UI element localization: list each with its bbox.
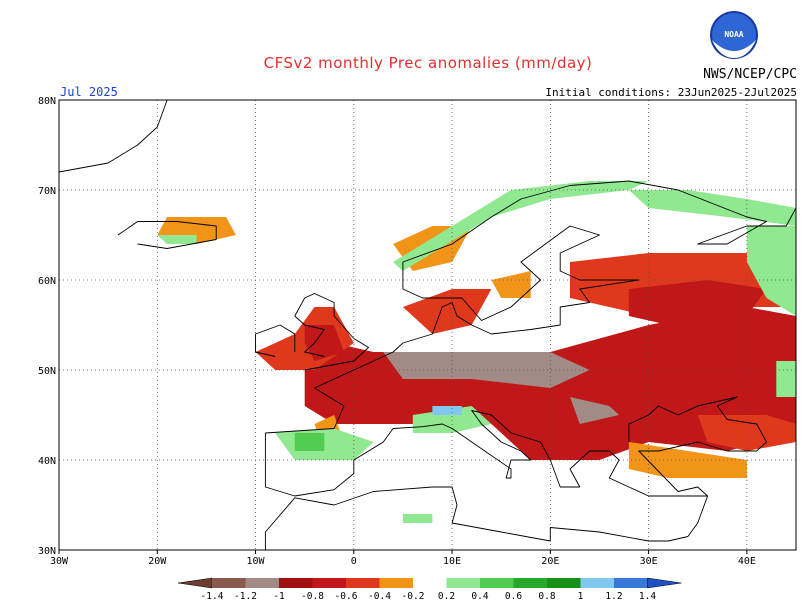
- colorbar-segment: [413, 578, 447, 588]
- anomaly-region-15: [628, 190, 796, 226]
- colorbar-label: -0.2: [402, 591, 425, 602]
- lat-label: 70N: [38, 186, 56, 197]
- colorbar-label: 1: [578, 591, 584, 602]
- latitude-labels: 80N 70N 60N 50N 40N 30N: [38, 96, 56, 557]
- lon-label: 20W: [148, 556, 167, 567]
- colorbar-label: -1.4: [201, 591, 224, 602]
- lon-label: 30E: [640, 556, 658, 567]
- noaa-logo: NOAA: [710, 11, 758, 59]
- colorbar-label: 0.4: [471, 591, 488, 602]
- agency-label: NWS/NCEP/CPC: [703, 67, 797, 82]
- colorbar-lower-arrow: [177, 577, 213, 589]
- coastline-layer: [59, 100, 796, 550]
- colorbar-label: -0.6: [335, 591, 358, 602]
- colorbar-label: 0.8: [538, 591, 555, 602]
- lon-label: 20E: [541, 556, 559, 567]
- anomaly-region-6: [383, 352, 590, 388]
- coastline-ireland: [255, 324, 296, 357]
- colorbar-segment: [379, 578, 413, 588]
- coastline-europe-north: [265, 180, 796, 434]
- colorbar-segment: [212, 578, 246, 588]
- colorbar-segment: [513, 578, 547, 588]
- coastline-iberia-med: [264, 396, 767, 497]
- lat-label: 60N: [38, 276, 56, 287]
- colorbar-segment: [446, 578, 480, 588]
- lat-label: 40N: [38, 456, 56, 467]
- coastline-britain: [294, 293, 369, 371]
- lat-label: 50N: [38, 366, 56, 377]
- colorbar-segment: [245, 578, 279, 588]
- lon-label: 30W: [50, 556, 69, 567]
- lon-label: 0: [351, 556, 357, 567]
- anomaly-region-16: [746, 226, 796, 316]
- initial-conditions-label: Initial conditions: 23Jun2025-2Jul2025: [545, 86, 797, 99]
- noaa-logo-text: NOAA: [724, 30, 743, 39]
- colorbar-label: -1: [273, 591, 285, 602]
- colorbar: -1.4 -1.2 -1 -0.8 -0.6 -0.4 -0.2 0.2 0.4 0.6 0.8 1 1…: [177, 577, 682, 602]
- anomaly-region-22: [402, 514, 433, 523]
- colorbar-segment: [547, 578, 581, 588]
- longitude-labels: 30W 20W 10W 0 10E 20E 30E 40E: [50, 550, 756, 567]
- coastline-greenland: [59, 100, 168, 173]
- map-title: CFSv2 monthly Prec anomalies (mm/day): [264, 54, 593, 72]
- anomaly-region-20: [432, 406, 462, 415]
- colorbar-label: 1.4: [639, 591, 656, 602]
- colorbar-label: 0.6: [505, 591, 522, 602]
- lon-label: 40E: [738, 556, 756, 567]
- colorbar-label: 0.2: [438, 591, 455, 602]
- colorbar-segment: [312, 578, 346, 588]
- anomaly-region-2: [628, 280, 767, 325]
- colorbar-segment: [346, 578, 380, 588]
- lon-label: 10E: [443, 556, 461, 567]
- colorbar-label: 1.2: [605, 591, 622, 602]
- anomaly-region-5: [402, 289, 492, 334]
- valid-month-label: Jul 2025: [60, 85, 118, 99]
- colorbar-segment: [614, 578, 648, 588]
- anomaly-region-7: [570, 397, 620, 424]
- colorbar-label: -0.8: [301, 591, 324, 602]
- lat-label: 80N: [38, 96, 56, 107]
- anomaly-region-21: [157, 235, 197, 244]
- lat-label: 30N: [38, 546, 56, 557]
- anomaly-region-18: [294, 433, 325, 451]
- graticule: [59, 100, 796, 550]
- colorbar-segment: [279, 578, 313, 588]
- map-area: 80N 70N 60N 50N 40N 30N 30W 20W 10W 0 10E 20E 30E 40…: [38, 96, 797, 567]
- coastline-iceland: [117, 221, 217, 249]
- map-frame: [58, 99, 797, 551]
- colorbar-upper-arrow: [647, 577, 682, 589]
- lon-label: 10W: [247, 556, 266, 567]
- anomaly-region-4: [304, 325, 344, 361]
- anomaly-region-9: [491, 271, 531, 298]
- colorbar-label: -1.2: [234, 591, 257, 602]
- colorbar-segment: [580, 578, 614, 588]
- coastline-africa: [264, 486, 709, 550]
- colorbar-segment: [480, 578, 514, 588]
- colorbar-label: -0.4: [368, 591, 391, 602]
- anomaly-region-23: [776, 361, 796, 397]
